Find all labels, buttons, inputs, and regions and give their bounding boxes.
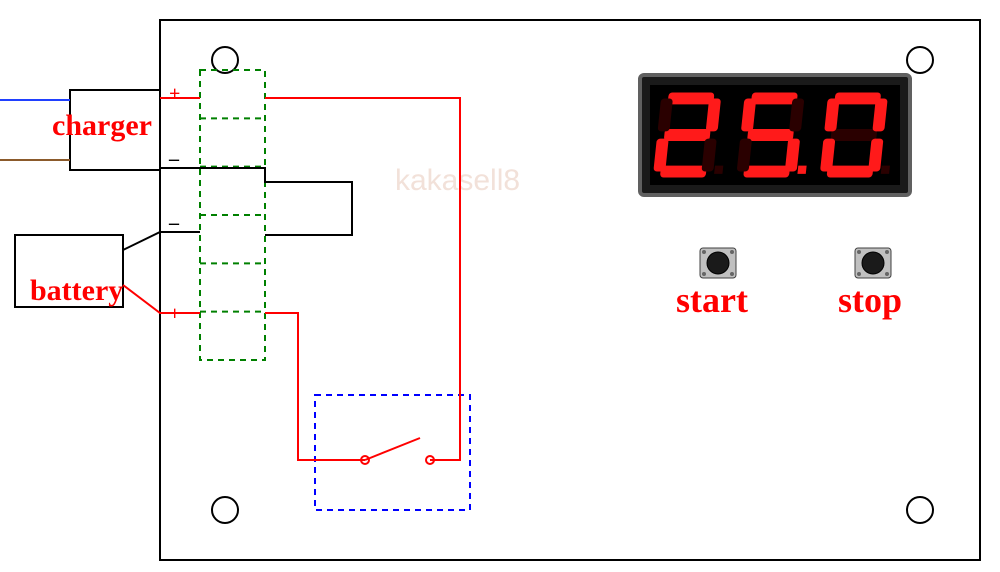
terminal-mark-plus1: + (169, 83, 180, 105)
start-button-cap[interactable] (707, 252, 729, 274)
terminal-mark-minus1: _ (168, 141, 180, 163)
terminal-mark-plus2: + (169, 303, 180, 325)
terminal-mark-minus2: _ (168, 205, 180, 227)
stop-button-cap[interactable] (862, 252, 884, 274)
circuit-diagram: kakasell8 + _ _ + charger battery start stop (0, 0, 1000, 572)
start-label: start (676, 280, 748, 320)
battery-label: battery (30, 274, 123, 307)
stop-label: stop (838, 280, 902, 320)
charger-label: charger (52, 109, 152, 142)
watermark: kakasell8 (395, 164, 520, 197)
